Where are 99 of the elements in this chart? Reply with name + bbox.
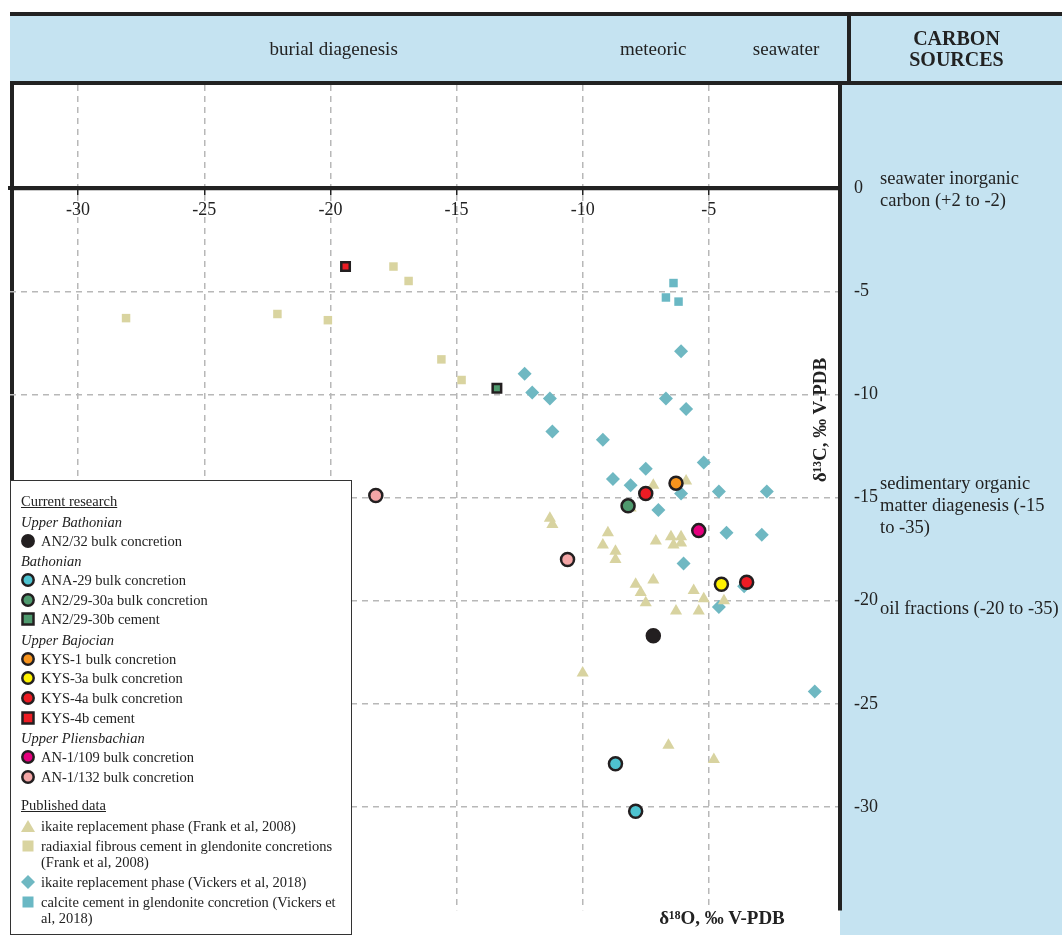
text: burial diagenesis (269, 38, 398, 60)
point (629, 577, 642, 588)
annotation: Upper Pliensbachian (21, 730, 146, 747)
point (368, 487, 384, 504)
annotation: Upper Bajocian (21, 631, 116, 649)
point (759, 484, 774, 499)
point (690, 522, 707, 539)
point (576, 665, 589, 677)
point (697, 591, 710, 603)
point (711, 484, 726, 499)
legend-label: KYS-1 bulk concretion (41, 650, 177, 668)
point (595, 432, 610, 447)
point (545, 424, 560, 439)
y-tick-label: -15 (854, 486, 878, 507)
x-axis-title: δ¹⁸O, ‰ V-PDB (659, 907, 785, 929)
point (668, 475, 684, 491)
point (639, 595, 652, 607)
text: meteoric (620, 38, 687, 60)
point (662, 738, 675, 749)
point (437, 355, 446, 364)
point (491, 382, 503, 394)
annotation: Published data (21, 797, 107, 814)
point (517, 366, 532, 381)
text: seawater inorganic carbon (+2 to -2) (880, 166, 1020, 212)
point (719, 525, 734, 540)
point (649, 533, 662, 545)
point (525, 385, 540, 400)
y-axis-title: δ¹³C, ‰ V-PDB (809, 357, 831, 483)
point (620, 498, 636, 514)
legend-label: radiaxial fibrous cement in glendonite concretions (Frank et al, 2008) (41, 837, 334, 871)
x-tick-label: -15 (444, 198, 469, 219)
point (658, 391, 673, 406)
point (542, 391, 557, 406)
legend-label: AN-1/132 bulk concretion (41, 768, 195, 786)
point (559, 551, 576, 568)
point (676, 556, 691, 571)
legend-label: KYS-3a bulk concretion (41, 670, 183, 687)
point (623, 478, 638, 493)
point (340, 261, 352, 273)
point (707, 752, 720, 764)
legend-label: AN2/32 bulk concretion (41, 532, 182, 550)
legend-label: ikaite replacement phase (Vickers et al, 2018) (41, 873, 307, 891)
point (713, 576, 730, 592)
y-tick-label: -10 (854, 383, 878, 404)
point (717, 593, 731, 605)
point (638, 461, 653, 476)
legend-label: AN-1/109 bulk concretion (41, 748, 195, 766)
x-tick-label: -10 (570, 198, 595, 219)
legend-label: ANA-29 bulk concretion (41, 571, 186, 589)
point (696, 455, 711, 470)
point (687, 583, 700, 594)
annotation: Bathonian (21, 553, 83, 570)
y-tick-label: -20 (854, 589, 878, 610)
legend-label: AN2/29-30a bulk concretion (41, 591, 208, 609)
point (638, 485, 654, 502)
point (645, 628, 662, 644)
point (674, 344, 689, 359)
point (738, 574, 755, 590)
text: seawater (752, 38, 820, 60)
point (634, 585, 647, 596)
legend-label: KYS-4a bulk concretion (41, 689, 183, 707)
point (674, 297, 683, 306)
y-tick-label: 0 (854, 176, 863, 197)
point (807, 684, 822, 699)
point (273, 309, 282, 319)
point (627, 803, 644, 819)
annotation: Current research (21, 493, 119, 510)
text: CARBON SOURCES (847, 16, 1062, 81)
point (754, 527, 769, 542)
annotation: Upper Bathonian (21, 513, 124, 531)
point (661, 293, 671, 302)
point (692, 604, 705, 615)
point (457, 375, 466, 385)
point (404, 276, 413, 286)
legend-label: AN2/29-30b cement (41, 611, 160, 628)
point (647, 573, 660, 584)
text: oil fractions (-20 to -35) (880, 596, 1060, 620)
point (651, 502, 666, 517)
text: sedimentary organic matter diagenesis (-15 to -35) (880, 471, 1046, 539)
x-tick-label: -20 (318, 198, 343, 219)
point (669, 278, 678, 288)
y-tick-label: -30 (854, 795, 878, 816)
y-tick-label: -5 (854, 280, 869, 301)
point (711, 599, 726, 614)
point (607, 755, 624, 772)
point (605, 472, 620, 487)
legend-label: ikaite replacement phase (Frank et al, 2008) (41, 817, 296, 835)
point (679, 401, 694, 416)
x-tick-label: -25 (192, 198, 217, 219)
x-tick-label: -30 (66, 198, 91, 219)
x-tick-label: -5 (701, 198, 717, 219)
point (389, 262, 398, 271)
point (601, 525, 614, 537)
legend-label: calcite cement in glendonite concretion (Vickers et al, 2018) (41, 893, 337, 927)
y-tick-label: -25 (854, 692, 878, 713)
legend-label: KYS-4b cement (41, 709, 135, 727)
point (669, 604, 683, 615)
point (609, 544, 622, 555)
point (596, 538, 609, 549)
